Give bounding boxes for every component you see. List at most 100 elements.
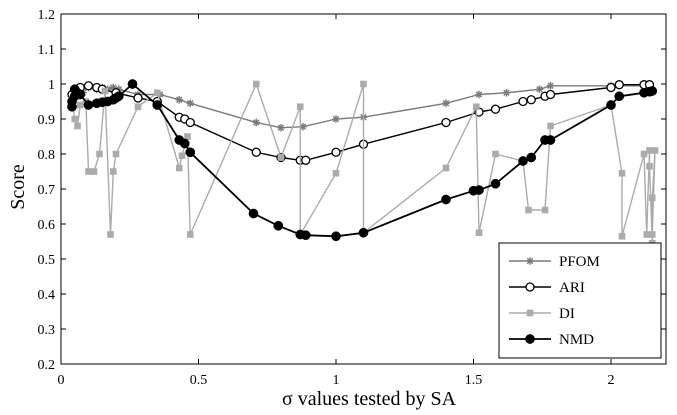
- point-pfom-14: [186, 99, 195, 108]
- legend-marker-nmd: [525, 334, 535, 344]
- y-tick-label: 0.5: [38, 253, 56, 268]
- legend-label-pfom: PFOM: [559, 254, 600, 270]
- y-tick-label: 0.8: [38, 148, 56, 163]
- y-tick-label: 1.1: [38, 43, 56, 58]
- point-di-9: [107, 231, 114, 238]
- point-nmd-16: [179, 138, 190, 149]
- point-di-18: [252, 80, 260, 88]
- point-nmd-29: [526, 152, 537, 163]
- legend-marker-di: [526, 309, 534, 317]
- x-tick-label: 0.5: [190, 373, 208, 388]
- series-line-di: [71, 83, 656, 244]
- series-nmd: [67, 79, 658, 242]
- y-tick-label: 0.6: [38, 218, 56, 233]
- point-ari-25: [606, 82, 616, 93]
- point-nmd-17: [185, 147, 196, 158]
- point-di-2: [74, 122, 81, 130]
- point-nmd-21: [300, 230, 311, 241]
- point-di-32: [547, 122, 554, 130]
- legend-marker-ari: [525, 282, 535, 292]
- point-di-22: [332, 169, 340, 177]
- y-tick-label: 1.2: [38, 8, 56, 23]
- point-di-20: [296, 103, 304, 111]
- x-axis-label: σ values tested by SA: [282, 388, 457, 410]
- legend: PFOM ARI DI NMD: [498, 242, 662, 359]
- point-ari-3: [83, 81, 94, 91]
- point-nmd-19: [273, 220, 284, 231]
- point-di-27: [475, 229, 483, 237]
- point-di-42: [651, 147, 659, 154]
- y-tick-label: 0.3: [38, 323, 56, 338]
- point-nmd-27: [490, 178, 501, 189]
- legend-label-nmd: NMD: [559, 332, 594, 348]
- y-tick-label: 1: [48, 78, 55, 93]
- legend-marker-pfom: [526, 257, 534, 265]
- legend-entry-ari: ARI: [509, 280, 585, 296]
- point-pfom-16: [277, 123, 285, 132]
- point-di-3: [76, 101, 84, 109]
- point-nmd-5: [75, 89, 86, 100]
- point-ari-11: [185, 117, 195, 128]
- point-di-34: [618, 169, 626, 177]
- point-ari-26: [614, 80, 624, 90]
- point-pfom-22: [502, 88, 511, 97]
- point-ari-16: [331, 147, 341, 157]
- point-ari-7: [133, 93, 143, 103]
- y-tick-label: 0.4: [38, 288, 56, 303]
- point-di-31: [541, 206, 549, 214]
- legend-entry-di: DI: [509, 306, 575, 322]
- series-di: [68, 80, 659, 247]
- point-nmd-28: [518, 156, 528, 166]
- point-di-43: [648, 231, 656, 238]
- x-tick-label: 1: [333, 373, 340, 388]
- point-di-6: [90, 168, 98, 175]
- point-nmd-18: [248, 208, 259, 219]
- y-tick-label: 0.2: [38, 358, 56, 373]
- y-tick-label: 0.7: [38, 183, 56, 198]
- point-ari-20: [490, 104, 501, 114]
- point-di-13: [153, 89, 161, 97]
- series-layer: [67, 79, 659, 247]
- point-nmd-32: [606, 100, 616, 110]
- legend-entry-nmd: NMD: [509, 332, 594, 348]
- x-tick-label: 0: [58, 373, 65, 388]
- point-di-41: [648, 194, 656, 202]
- point-pfom-24: [546, 81, 555, 90]
- point-nmd-13: [127, 79, 138, 89]
- point-nmd-12: [113, 91, 124, 102]
- point-di-35: [618, 232, 626, 240]
- x-tick-label: 1.5: [465, 373, 483, 388]
- point-di-5: [85, 168, 92, 175]
- legend-entry-pfom: PFOM: [509, 254, 600, 270]
- point-di-16: [184, 133, 191, 140]
- point-nmd-33: [614, 91, 625, 102]
- point-ari-15: [301, 155, 311, 165]
- point-ari-24: [545, 89, 556, 100]
- point-nmd-6: [83, 100, 94, 110]
- point-di-8: [101, 87, 109, 95]
- point-di-11: [112, 150, 120, 158]
- point-pfom-21: [475, 90, 483, 99]
- point-ari-12: [251, 147, 261, 157]
- point-pfom-20: [442, 99, 450, 108]
- point-di-14: [175, 164, 183, 172]
- point-di-15: [178, 152, 186, 160]
- point-di-25: [442, 164, 450, 172]
- legend-label-ari: ARI: [559, 280, 585, 296]
- point-nmd-24: [441, 194, 451, 205]
- point-di-30: [525, 206, 532, 214]
- y-axis-label: Score: [7, 164, 29, 210]
- point-di-12: [134, 103, 142, 111]
- point-nmd-22: [331, 231, 341, 242]
- point-ari-18: [441, 117, 451, 128]
- point-nmd-31: [545, 135, 556, 145]
- point-di-17: [186, 231, 194, 238]
- legend-label-di: DI: [559, 306, 575, 322]
- y-tick-label: 0.9: [38, 113, 56, 128]
- point-pfom-18: [332, 115, 340, 123]
- point-nmd-14: [152, 100, 163, 110]
- point-nmd-26: [474, 185, 484, 195]
- point-ari-21: [518, 96, 528, 107]
- point-di-10: [109, 168, 117, 175]
